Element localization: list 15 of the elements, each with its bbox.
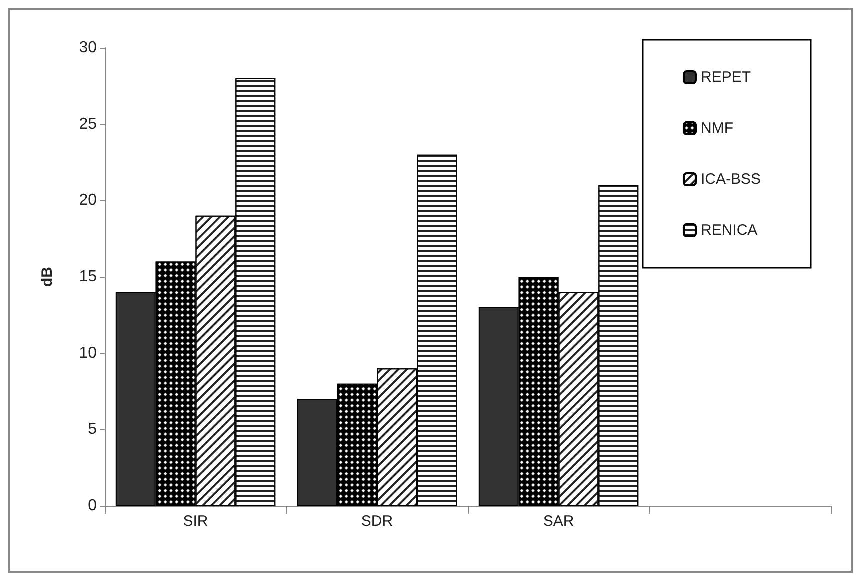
y-tick-label: 5 <box>88 421 98 438</box>
legend-label: ICA-BSS <box>700 171 761 188</box>
y-axis-title: dB <box>39 266 56 287</box>
legend-label: RENICA <box>700 222 758 239</box>
x-tick-label: SAR <box>543 513 574 530</box>
y-tick-label: 20 <box>79 192 98 210</box>
y-tick-label: 25 <box>79 116 98 133</box>
y-tick-label: 10 <box>79 344 98 362</box>
x-tick-label: SIR <box>183 513 208 530</box>
legend-label: REPET <box>700 69 751 86</box>
y-tick-label: 30 <box>79 40 98 56</box>
y-tick-label: 0 <box>88 498 98 514</box>
legend-label: NMF <box>700 120 734 137</box>
x-tick-label: SDR <box>361 513 394 530</box>
y-tick-label: 15 <box>79 268 98 286</box>
